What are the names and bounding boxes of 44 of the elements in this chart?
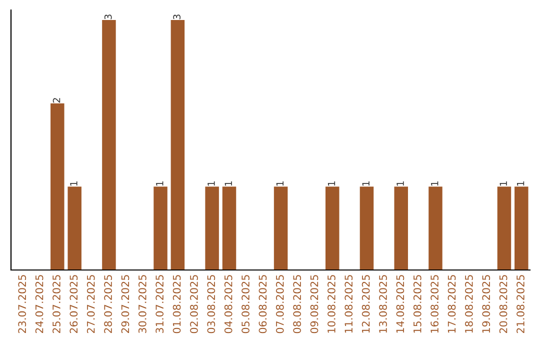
data-label: 3 [173, 14, 181, 20]
x-tick-label: 04.08.2025 [224, 275, 232, 334]
data-label: 1 [70, 181, 78, 186]
data-label: 1 [500, 181, 507, 186]
data-label: 1 [396, 181, 404, 186]
x-tick-label: 28.07.2025 [104, 275, 112, 334]
x-tick-label: 10.08.2025 [328, 275, 336, 333]
x-tick-label: 21.08.2025 [516, 275, 524, 334]
x-tick-label: 18.08.2025 [464, 275, 473, 333]
x-tick-label: 15.08.2025 [413, 275, 422, 333]
x-tick-label: 24.07.2025 [35, 275, 44, 334]
x-tick-label: 27.07.2025 [86, 275, 95, 334]
x-tick-label: 31.07.2025 [156, 275, 164, 334]
x-tick-label: 08.08.2025 [293, 275, 302, 334]
x-tick-label: 12.08.2025 [362, 275, 370, 333]
data-label: 2 [52, 98, 60, 103]
x-tick-label: 11.08.2025 [344, 275, 353, 333]
x-tick-label: 20.08.2025 [499, 275, 508, 334]
x-tick-label: 13.08.2025 [379, 275, 387, 333]
x-tick-label: 17.08.2025 [448, 275, 456, 333]
x-tick-label: 05.08.2025 [242, 275, 250, 334]
x-tick-label: 03.08.2025 [207, 275, 216, 334]
x-tick-label: 09.08.2025 [310, 275, 318, 334]
x-tick-label: 06.08.2025 [258, 275, 267, 334]
data-label: 3 [104, 14, 112, 20]
data-label: 1 [362, 181, 370, 186]
data-label: 1 [328, 181, 336, 186]
x-tick-label: 25.07.2025 [52, 275, 60, 334]
x-tick-label: 19.08.2025 [482, 275, 490, 333]
data-label: 1 [517, 181, 524, 186]
x-tick-label: 07.08.2025 [276, 275, 284, 334]
data-label: 1 [156, 181, 164, 186]
x-tick-label: 02.08.2025 [190, 275, 198, 334]
x-tick-label: 16.08.2025 [430, 275, 439, 333]
x-tick-label: 23.07.2025 [18, 275, 26, 334]
data-label: 1 [276, 181, 284, 186]
x-tick-label: 30.07.2025 [138, 275, 146, 334]
data-label: 1 [431, 181, 438, 186]
data-label: 1 [224, 181, 232, 186]
data-label: 1 [208, 181, 215, 186]
x-tick-label: 14.08.2025 [396, 275, 404, 333]
x-tick-label: 29.07.2025 [121, 275, 130, 334]
x-tick-label: 26.07.2025 [70, 275, 78, 334]
x-tick-label: 01.08.2025 [172, 275, 181, 334]
